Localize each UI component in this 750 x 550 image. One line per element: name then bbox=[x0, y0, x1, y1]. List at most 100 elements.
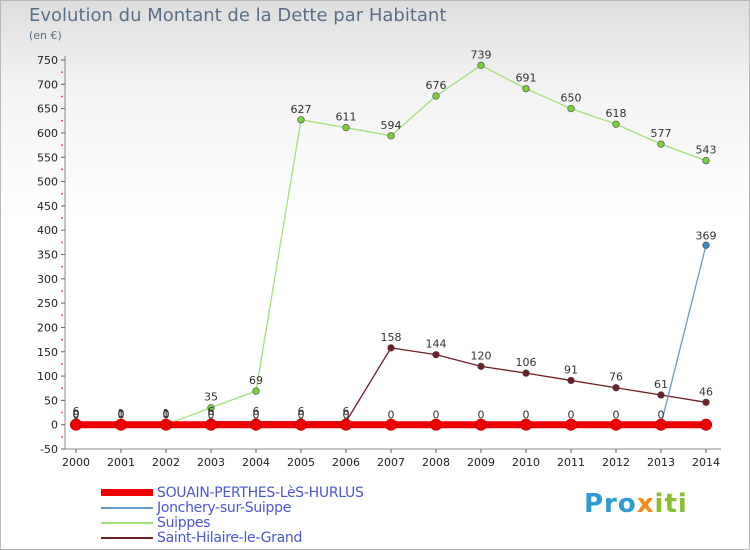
y-minor-tick bbox=[61, 119, 63, 122]
data-label: 91 bbox=[564, 363, 578, 376]
data-label: 0 bbox=[433, 409, 440, 422]
x-tick-label: 2011 bbox=[557, 456, 585, 469]
data-point bbox=[657, 140, 665, 148]
data-label: 650 bbox=[561, 92, 582, 105]
x-tick-label: 2000 bbox=[62, 456, 90, 469]
data-label: 1 bbox=[163, 407, 170, 420]
data-label: 69 bbox=[249, 374, 263, 387]
y-tick-label: 400 bbox=[37, 224, 58, 237]
data-point bbox=[702, 398, 710, 406]
data-point bbox=[295, 418, 307, 431]
data-point bbox=[387, 132, 395, 140]
x-tick-label: 2007 bbox=[377, 456, 405, 469]
legend-item-souain: SOUAIN-PERTHES-LèS-HURLUS bbox=[101, 485, 364, 501]
data-point bbox=[385, 418, 397, 431]
data-label: 0 bbox=[118, 408, 125, 421]
data-point bbox=[477, 61, 485, 69]
y-minor-tick bbox=[61, 265, 63, 268]
legend-item-suippes: Suippes bbox=[101, 514, 364, 531]
y-minor-tick bbox=[61, 241, 63, 244]
data-point bbox=[160, 418, 172, 431]
data-label: 0 bbox=[658, 409, 665, 422]
data-label: 158 bbox=[381, 331, 402, 344]
y-minor-tick bbox=[61, 314, 63, 317]
data-label: 577 bbox=[651, 127, 672, 140]
data-label: 61 bbox=[654, 378, 668, 391]
legend: SOUAIN-PERTHES-LèS-HURLUS Jonchery-sur-S… bbox=[101, 485, 364, 546]
data-point bbox=[567, 376, 575, 385]
data-label: 0 bbox=[568, 409, 575, 422]
data-label: 120 bbox=[471, 349, 492, 362]
x-tick-label: 2001 bbox=[107, 456, 135, 469]
data-point bbox=[205, 418, 217, 431]
y-tick-label: 200 bbox=[37, 321, 58, 334]
y-minor-tick bbox=[61, 411, 63, 414]
data-point bbox=[520, 418, 532, 431]
y-tick-label: 550 bbox=[37, 151, 58, 164]
data-point bbox=[522, 369, 530, 377]
y-minor-tick bbox=[61, 95, 63, 98]
y-tick-label: 600 bbox=[37, 127, 58, 140]
data-label: 35 bbox=[204, 391, 218, 404]
y-minor-tick bbox=[61, 71, 63, 74]
data-point bbox=[655, 418, 667, 431]
logo-part-2: x bbox=[636, 489, 655, 519]
data-label: 76 bbox=[609, 371, 623, 384]
y-tick-label: 350 bbox=[37, 249, 58, 262]
data-point bbox=[565, 418, 577, 431]
x-tick-label: 2014 bbox=[692, 456, 720, 469]
data-label: 46 bbox=[699, 385, 713, 398]
data-point bbox=[387, 344, 395, 352]
legend-label-saint-hilaire: Saint-Hilaire-le-Grand bbox=[157, 529, 303, 546]
data-label: 144 bbox=[426, 338, 447, 351]
data-label: 0 bbox=[118, 409, 125, 422]
data-point bbox=[432, 92, 440, 100]
data-label: 0 bbox=[613, 409, 620, 422]
x-tick-label: 2004 bbox=[242, 456, 270, 469]
data-point bbox=[522, 85, 530, 93]
data-label: 0 bbox=[163, 408, 170, 421]
y-tick-label: 100 bbox=[37, 370, 58, 383]
chart-subtitle: (en €) bbox=[29, 29, 62, 42]
proxiti-logo: Proxiti bbox=[584, 489, 688, 519]
legend-label-jonchery: Jonchery-sur-Suippe bbox=[157, 499, 292, 516]
legend-swatch-suippes bbox=[101, 521, 153, 524]
data-point bbox=[430, 418, 442, 431]
y-tick-label: 300 bbox=[37, 273, 58, 286]
data-point bbox=[702, 157, 710, 165]
x-tick-label: 2008 bbox=[422, 456, 450, 469]
data-label: 0 bbox=[478, 409, 485, 422]
y-tick-label: 750 bbox=[37, 54, 58, 67]
data-point bbox=[115, 418, 127, 431]
y-minor-tick bbox=[61, 168, 63, 171]
data-label: 6 bbox=[73, 405, 80, 418]
data-label: 543 bbox=[696, 144, 717, 157]
x-tick-label: 2006 bbox=[332, 456, 360, 469]
legend-label-suippes: Suippes bbox=[157, 514, 211, 531]
y-tick-label: 700 bbox=[37, 78, 58, 91]
data-point bbox=[610, 418, 622, 431]
data-point bbox=[432, 351, 440, 359]
data-label: 618 bbox=[606, 107, 627, 120]
legend-item-jonchery: Jonchery-sur-Suippe bbox=[101, 499, 364, 516]
data-label: 1 bbox=[118, 407, 125, 420]
data-point bbox=[250, 418, 262, 431]
data-point bbox=[207, 404, 215, 412]
data-label: 739 bbox=[471, 48, 492, 61]
x-tick-label: 2005 bbox=[287, 456, 315, 469]
data-label: 676 bbox=[426, 79, 447, 92]
y-minor-tick bbox=[61, 387, 63, 390]
data-point bbox=[700, 418, 712, 431]
y-minor-tick bbox=[61, 217, 63, 219]
data-point bbox=[70, 418, 82, 431]
legend-swatch-souain bbox=[101, 489, 153, 496]
data-label: 691 bbox=[516, 72, 537, 85]
data-label: 611 bbox=[336, 111, 357, 124]
data-label: 0 bbox=[163, 409, 170, 422]
data-label: 0 bbox=[208, 409, 215, 422]
data-label: 0 bbox=[73, 408, 80, 421]
data-point bbox=[612, 120, 620, 128]
data-label: 0 bbox=[73, 409, 80, 422]
data-point bbox=[475, 418, 487, 431]
x-tick-label: 2013 bbox=[647, 456, 675, 469]
